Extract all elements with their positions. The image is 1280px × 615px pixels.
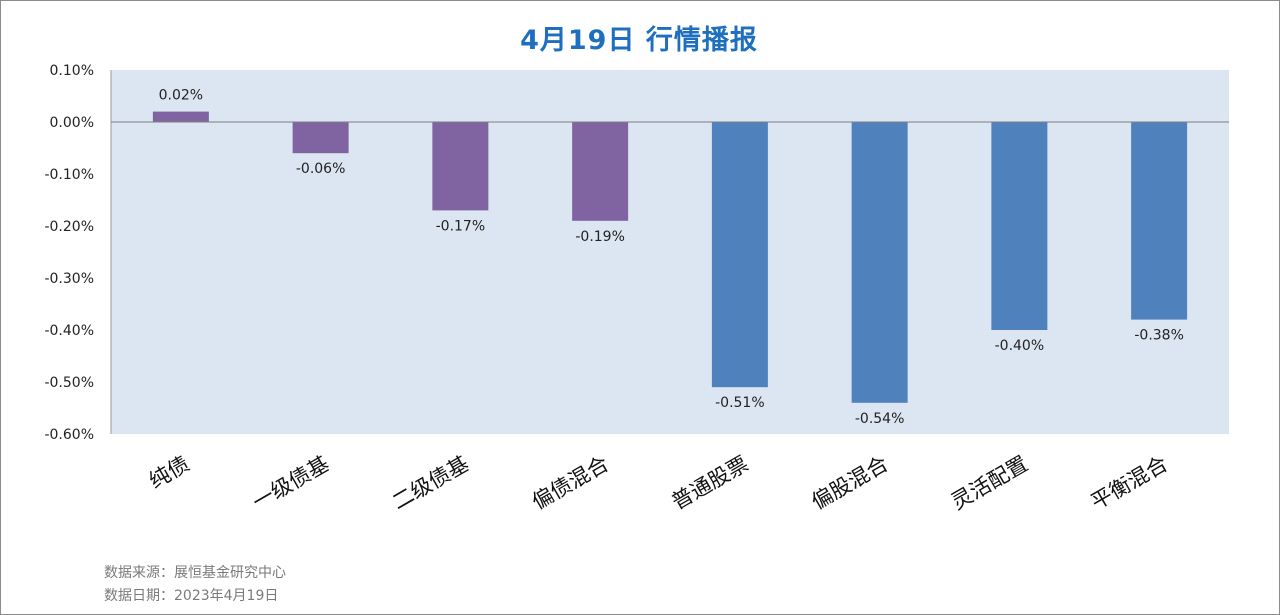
data-label: -0.38% xyxy=(1134,328,1184,344)
x-category-label: 一级债基 xyxy=(248,452,333,515)
x-category-label: 平衡混合 xyxy=(1087,452,1172,515)
y-tick-label: -0.40% xyxy=(44,323,94,339)
data-labels: 0.02% -0.06% -0.17% -0.19% -0.51% -0.54% -0.40… xyxy=(159,88,1184,427)
x-category-label: 纯债 xyxy=(145,452,193,494)
bars xyxy=(152,111,1188,403)
bar xyxy=(1131,122,1188,320)
data-label: -0.51% xyxy=(715,395,765,411)
plot-area xyxy=(111,70,1229,434)
x-category-label: 偏债混合 xyxy=(528,452,613,515)
y-tick-label: -0.10% xyxy=(44,167,94,183)
data-label: -0.19% xyxy=(575,229,625,245)
data-label: 0.02% xyxy=(159,88,203,104)
x-category-label: 灵活配置 xyxy=(947,452,1032,515)
x-category-label: 普通股票 xyxy=(668,452,753,515)
bar xyxy=(152,111,209,122)
x-category-label: 偏股混合 xyxy=(807,452,892,515)
y-tick-label: 0.10% xyxy=(50,63,94,79)
y-tick-label: -0.30% xyxy=(44,271,94,287)
bar xyxy=(432,122,489,211)
bar xyxy=(991,122,1048,330)
bar xyxy=(572,122,629,221)
data-label: -0.54% xyxy=(855,411,905,427)
data-label: -0.40% xyxy=(995,338,1045,354)
chart-title: 4月19日 行情播报 xyxy=(520,25,758,56)
footer-date: 数据日期：2023年4月19日 xyxy=(104,588,279,604)
y-tick-label: 0.00% xyxy=(50,115,94,131)
y-tick-label: -0.50% xyxy=(44,375,94,391)
bar xyxy=(711,122,768,388)
x-category-label: 二级债基 xyxy=(388,452,473,515)
y-tick-label: -0.60% xyxy=(44,427,94,443)
x-axis-categories: 纯债 一级债基 二级债基 偏债混合 普通股票 偏股混合 灵活配置 平衡混合 xyxy=(145,452,1172,515)
data-label: -0.17% xyxy=(436,218,486,234)
bar xyxy=(292,122,349,154)
bar xyxy=(851,122,908,403)
data-label: -0.06% xyxy=(296,161,346,177)
y-axis-ticks: 0.10% 0.00% -0.10% -0.20% -0.30% -0.40% -0.50%… xyxy=(44,63,94,443)
footer-source: 数据来源：展恒基金研究中心 xyxy=(104,565,286,581)
y-tick-label: -0.20% xyxy=(44,219,94,235)
